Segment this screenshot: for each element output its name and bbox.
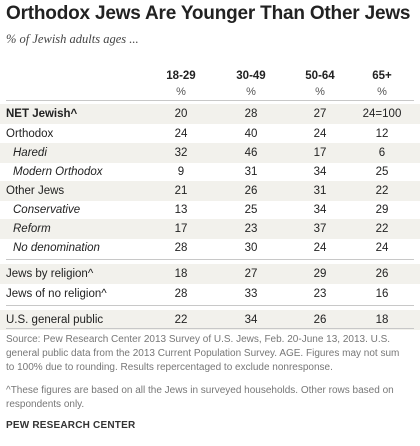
cell-value: 32 (174, 147, 188, 159)
table-divider (6, 100, 414, 101)
brand-logo: PEW RESEARCH CENTER (6, 420, 136, 431)
cell-value: 40 (244, 128, 258, 140)
row-label: Jews by religion^ (6, 268, 94, 280)
table-row-haredi: Haredi 32 46 17 6 (0, 143, 420, 163)
row-label: Other Jews (6, 185, 65, 197)
source-note: Source: Pew Research Center 2013 Survey … (6, 334, 400, 373)
column-header-50-64: 50-64 (305, 70, 335, 82)
cell-value: 24 (174, 128, 188, 140)
table-row-net-jewish: NET Jewish^ 20 28 27 24=100 (0, 104, 420, 124)
table-row-modern-orthodox: Modern Orthodox 9 31 34 25 (0, 162, 420, 182)
cell-value: 17 (174, 223, 188, 235)
cell-value: 18 (375, 314, 389, 326)
cell-value: 29 (313, 268, 327, 280)
cell-value: 24 (375, 242, 389, 254)
cell-value: 30 (244, 242, 258, 254)
cell-value: 33 (244, 288, 258, 300)
cell-value: 34 (244, 314, 258, 326)
table-divider (6, 305, 414, 306)
cell-value: 25 (375, 166, 389, 178)
cell-value: 31 (244, 166, 258, 178)
cell-value: 22 (375, 185, 389, 197)
cell-value: 22 (174, 314, 188, 326)
cell-value: 23 (244, 223, 258, 235)
cell-value: 28 (174, 288, 188, 300)
cell-value: 6 (378, 147, 386, 159)
cell-value: 31 (313, 185, 327, 197)
column-header-30-49: 30-49 (236, 70, 266, 82)
cell-value: 28 (174, 242, 188, 254)
column-unit: % (246, 86, 256, 98)
cell-value: 26 (313, 314, 327, 326)
cell-value: 17 (313, 147, 327, 159)
cell-value: 27 (244, 268, 258, 280)
cell-value: 29 (375, 204, 389, 216)
table-row-orthodox: Orthodox 24 40 24 12 (0, 124, 420, 144)
chart-title: Orthodox Jews Are Younger Than Other Jew… (6, 3, 411, 24)
column-header-18-29: 18-29 (166, 70, 196, 82)
cell-value: 37 (313, 223, 327, 235)
row-label: Orthodox (6, 128, 54, 140)
row-label: Reform (13, 223, 51, 235)
cell-value: 16 (375, 288, 389, 300)
column-unit: % (315, 86, 325, 98)
cell-value: 18 (174, 268, 188, 280)
cell-value: 26 (375, 268, 389, 280)
cell-value: 24 (313, 242, 327, 254)
cell-value: 26 (244, 185, 258, 197)
table-row-jews-by-religion: Jews by religion^ 18 27 29 26 (0, 264, 420, 284)
row-label: Jews of no religion^ (6, 288, 107, 300)
table-divider (6, 328, 414, 329)
table-divider (6, 259, 414, 260)
cell-value: 12 (375, 128, 389, 140)
cell-value: 25 (244, 204, 258, 216)
table-row-no-denomination: No denomination 28 30 24 24 (0, 238, 420, 258)
cell-value: 34 (313, 204, 327, 216)
table-row-conservative: Conservative 13 25 34 29 (0, 200, 420, 220)
row-label: No denomination (13, 242, 100, 254)
footnote: ^These figures are based on all the Jews… (6, 385, 394, 410)
table-row-other-jews: Other Jews 21 26 31 22 (0, 181, 420, 201)
cell-value: 23 (313, 288, 327, 300)
row-label: U.S. general public (6, 314, 104, 326)
row-label: Conservative (13, 204, 81, 216)
table-row-jews-of-no-religion: Jews of no religion^ 28 33 23 16 (0, 284, 420, 304)
row-label: NET Jewish^ (6, 108, 78, 120)
column-unit: % (176, 86, 186, 98)
cell-value: 22 (375, 223, 389, 235)
table-row-reform: Reform 17 23 37 22 (0, 219, 420, 239)
cell-value: 21 (174, 185, 188, 197)
cell-value: 24 (313, 128, 327, 140)
cell-value: 24=100 (362, 108, 402, 120)
cell-value: 46 (244, 147, 258, 159)
cell-value: 13 (174, 204, 188, 216)
cell-value: 20 (174, 108, 188, 120)
table-row-us-general-public: U.S. general public 22 34 26 18 (0, 310, 420, 330)
column-unit: % (377, 86, 387, 98)
cell-value: 28 (244, 108, 258, 120)
cell-value: 27 (313, 108, 327, 120)
chart-subtitle: % of Jewish adults ages ... (6, 32, 139, 46)
row-label: Modern Orthodox (13, 166, 103, 178)
column-header-65-plus: 65+ (372, 70, 392, 82)
cell-value: 9 (177, 166, 185, 178)
cell-value: 34 (313, 166, 327, 178)
row-label: Haredi (13, 147, 47, 159)
